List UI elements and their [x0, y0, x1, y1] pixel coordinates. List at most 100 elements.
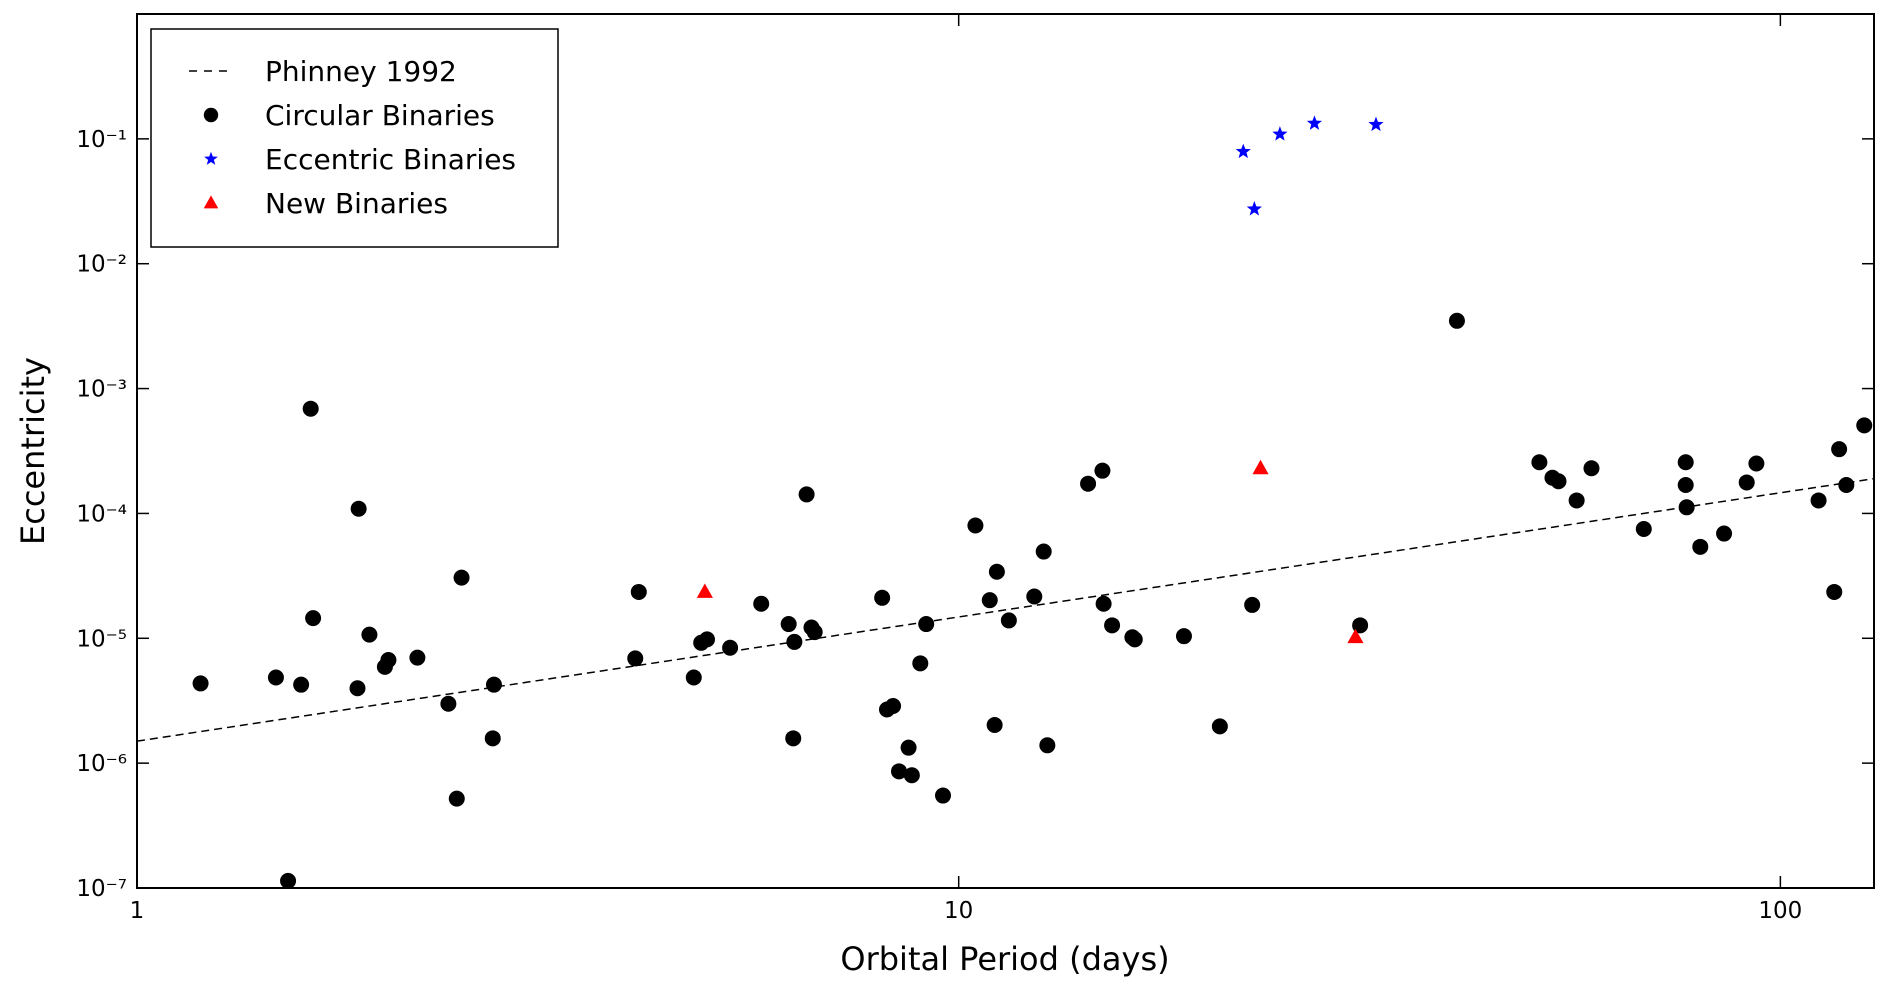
data-point: [722, 639, 739, 656]
data-point: [1095, 595, 1112, 612]
data-point: [448, 790, 465, 807]
data-point: [1035, 543, 1052, 560]
x-tick-label: 100: [1758, 898, 1802, 924]
data-point: [302, 400, 319, 417]
data-point: [1568, 492, 1585, 509]
y-tick-label: 10⁻⁴: [76, 501, 127, 527]
data-point: [1810, 492, 1827, 509]
data-point: [1235, 143, 1251, 159]
data-point: [1531, 454, 1548, 471]
data-point: [912, 655, 929, 672]
series-group: [1235, 115, 1384, 216]
data-point: [798, 486, 815, 503]
data-point: [885, 697, 902, 714]
data-point: [1252, 459, 1269, 475]
data-point: [1039, 737, 1056, 754]
legend: Phinney 1992 Circular Binaries Eccentric B…: [150, 28, 559, 248]
plot-frame: [136, 13, 1875, 889]
y-tick-label: 10⁻⁷: [76, 876, 127, 902]
data-point: [1368, 116, 1384, 132]
x-tick-label: 10: [944, 898, 973, 924]
data-point: [1692, 538, 1709, 555]
data-point: [699, 631, 716, 648]
legend-label: Circular Binaries: [265, 99, 495, 132]
data-point: [627, 650, 644, 667]
series-group: [696, 459, 1364, 644]
data-point: [1080, 475, 1097, 492]
data-point: [280, 872, 297, 888]
data-point: [986, 717, 1003, 734]
legend-label: Eccentric Binaries: [265, 143, 516, 176]
y-tick-label: 10⁻²: [76, 252, 127, 278]
data-point: [1678, 499, 1695, 516]
y-tick-label: 10⁻³: [76, 377, 127, 403]
series-group: [192, 312, 1873, 888]
data-point: [685, 669, 702, 686]
x-axis-label: Orbital Period (days): [840, 940, 1169, 978]
data-point: [1347, 628, 1364, 644]
legend-swatch: [203, 107, 219, 123]
data-point: [305, 610, 322, 627]
data-point: [1211, 718, 1228, 735]
data-point: [361, 626, 378, 643]
data-point: [1635, 521, 1652, 538]
data-point: [1448, 312, 1465, 329]
data-point: [918, 616, 935, 633]
data-point: [293, 676, 310, 693]
data-point: [1831, 441, 1848, 458]
data-point: [1856, 417, 1873, 434]
data-point: [380, 652, 397, 669]
legend-swatch: [204, 151, 218, 165]
data-point: [780, 616, 797, 633]
data-point: [753, 595, 770, 612]
data-point: [1306, 115, 1323, 130]
y-tick-label: 10⁻¹: [76, 127, 127, 153]
data-point: [891, 763, 908, 780]
data-point: [696, 583, 713, 598]
trend-line: [137, 477, 1874, 742]
legend-box: [150, 28, 559, 248]
data-point: [630, 583, 647, 600]
data-point: [935, 787, 952, 804]
data-point: [903, 767, 920, 784]
data-point: [1094, 462, 1111, 479]
data-point: [484, 730, 501, 747]
data-point: [350, 500, 367, 517]
data-point: [981, 592, 998, 609]
data-point: [1716, 525, 1733, 542]
data-point: [1126, 631, 1143, 648]
y-tick-label: 10⁻⁵: [76, 626, 127, 652]
data-point: [1677, 454, 1694, 471]
data-point: [1748, 455, 1765, 472]
data-point: [874, 589, 891, 606]
data-point: [1677, 476, 1694, 493]
data-point: [1583, 460, 1600, 477]
y-tick-label: 10⁻⁶: [76, 751, 127, 777]
data-point: [267, 669, 284, 686]
data-point: [785, 730, 802, 747]
data-point: [1272, 126, 1288, 141]
data-point: [786, 633, 803, 650]
data-point: [349, 680, 366, 697]
data-point: [1352, 617, 1369, 634]
data-point: [1246, 201, 1262, 216]
data-point: [806, 624, 823, 641]
data-point: [1104, 617, 1121, 634]
data-point: [440, 695, 457, 712]
legend-label: Phinney 1992: [265, 55, 457, 88]
data-point: [1244, 596, 1261, 613]
legend-label: New Binaries: [265, 187, 448, 220]
data-point: [1175, 628, 1192, 645]
data-point: [900, 739, 917, 756]
legend-swatch: [203, 195, 219, 209]
data-point: [1826, 583, 1843, 600]
data-point: [1838, 476, 1855, 493]
data-point: [1026, 588, 1043, 605]
data-point: [409, 649, 426, 666]
data-point: [453, 569, 470, 586]
data-point: [485, 676, 502, 693]
data-point: [1738, 474, 1755, 491]
data-point: [988, 563, 1005, 580]
